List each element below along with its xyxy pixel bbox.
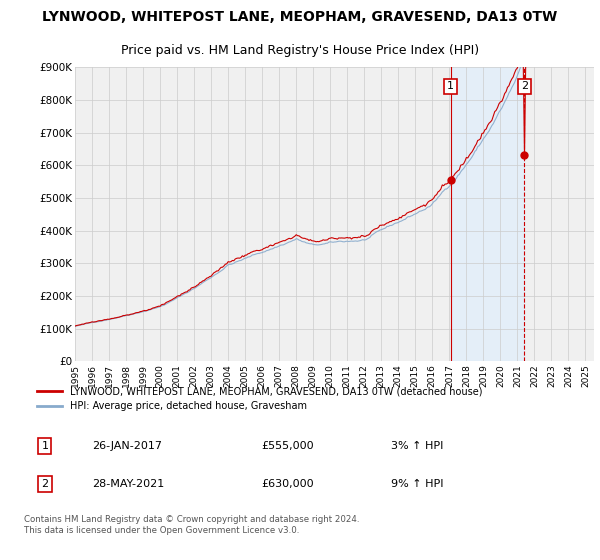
Text: LYNWOOD, WHITEPOST LANE, MEOPHAM, GRAVESEND, DA13 0TW: LYNWOOD, WHITEPOST LANE, MEOPHAM, GRAVES… — [43, 10, 557, 24]
Text: 1: 1 — [447, 81, 454, 91]
Bar — [451, 67, 524, 361]
Text: 26-JAN-2017: 26-JAN-2017 — [92, 441, 161, 451]
Text: £555,000: £555,000 — [261, 441, 314, 451]
Text: 9% ↑ HPI: 9% ↑ HPI — [391, 479, 443, 489]
Text: £630,000: £630,000 — [261, 479, 314, 489]
Text: 2: 2 — [521, 81, 528, 91]
Legend: LYNWOOD, WHITEPOST LANE, MEOPHAM, GRAVESEND, DA13 0TW (detached house), HPI: Ave: LYNWOOD, WHITEPOST LANE, MEOPHAM, GRAVES… — [35, 384, 485, 414]
Text: Price paid vs. HM Land Registry's House Price Index (HPI): Price paid vs. HM Land Registry's House … — [121, 44, 479, 57]
Text: Contains HM Land Registry data © Crown copyright and database right 2024.
This d: Contains HM Land Registry data © Crown c… — [24, 515, 359, 535]
Text: 2: 2 — [41, 479, 49, 489]
Text: 3% ↑ HPI: 3% ↑ HPI — [391, 441, 443, 451]
Text: 1: 1 — [41, 441, 49, 451]
Text: 28-MAY-2021: 28-MAY-2021 — [92, 479, 164, 489]
